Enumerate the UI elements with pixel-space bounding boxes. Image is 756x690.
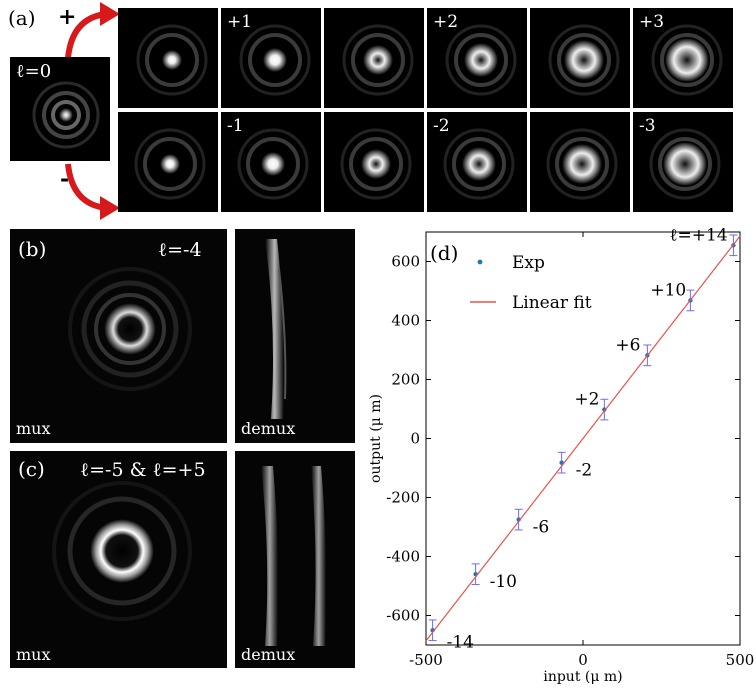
panel-b-mux-label: mux: [16, 419, 51, 438]
beam-image: [443, 128, 515, 200]
panel-b-mux: (b) ℓ=-4 mux: [10, 229, 227, 443]
tile-l-label: +1: [227, 12, 253, 32]
tile-beam: -1: [221, 112, 321, 212]
tile-l0: ℓ=0: [10, 57, 110, 161]
tile-beam: +2: [427, 8, 527, 108]
legend-fit-label: Linear fit: [512, 293, 592, 313]
beam-image: [340, 128, 412, 200]
curved-arrow-up-icon: [65, 2, 120, 59]
beam-image: [445, 24, 517, 96]
x-axis-label: input (μ m): [543, 669, 622, 685]
y-tick-label: -600: [386, 607, 420, 625]
panel-b-l-label: ℓ=-4: [158, 239, 202, 261]
tile-beam: -3: [633, 112, 733, 212]
point-annotation: +6: [615, 335, 640, 355]
panel-a-label: (a): [8, 6, 36, 30]
plus-sign: +: [58, 4, 77, 30]
demux-stripes-image: [261, 466, 327, 646]
fit-line: [425, 235, 741, 642]
tile-l-label: -3: [639, 116, 656, 136]
tile-beam: [530, 112, 630, 212]
legend-exp-label: Exp: [512, 253, 545, 273]
beam-image: [134, 128, 206, 200]
tile-beam: +3: [633, 8, 733, 108]
y-axis-label: output (μ m): [368, 394, 384, 483]
beam-image: [237, 128, 309, 200]
y-tick-label: 0: [410, 430, 420, 448]
y-tick-label: 600: [391, 253, 420, 271]
beam-image: [651, 24, 723, 96]
panel-c-mux: (c) ℓ=-5 & ℓ=+5 mux: [10, 451, 227, 668]
beam-image: [649, 128, 721, 200]
beam-image: [546, 128, 618, 200]
point-annotation: -10: [490, 572, 517, 592]
x-tick-label: 0: [578, 651, 588, 669]
tile-l-label: -2: [433, 116, 450, 136]
beam-image: [342, 24, 414, 96]
panel-c-demux-label: demux: [241, 645, 296, 664]
panel-c-l-label: ℓ=-5 & ℓ=+5: [80, 459, 206, 481]
tile-l-label: +3: [639, 12, 665, 32]
point-annotation: ℓ=+14: [669, 226, 727, 245]
x-tick-label: 500: [726, 651, 755, 669]
tile-l0-label: ℓ=0: [16, 61, 52, 82]
panel-d-chart: -500 0 500 -600 -400 -200 0 200 400 600 input (μ m…: [368, 226, 755, 685]
point-annotation: -14: [447, 632, 474, 652]
donut-beam-image: [68, 267, 192, 391]
beam-image: [136, 24, 208, 96]
tile-beam: +1: [221, 8, 321, 108]
tile-grid: +1 +2 +3 -1 -2 -3: [118, 8, 756, 216]
tile-beam: [118, 8, 218, 108]
demux-stripe-image: [265, 239, 287, 419]
x-tick-label: -500: [409, 651, 443, 669]
panel-b-demux-label: demux: [241, 419, 296, 438]
tile-beam: [324, 112, 424, 212]
minus-sign: -: [60, 166, 70, 192]
y-tick-label: -400: [386, 548, 420, 566]
curved-arrow-down-icon: [65, 163, 120, 220]
tile-l-label: -1: [227, 116, 244, 136]
y-tick-label: -200: [386, 489, 420, 507]
panel-c-label: (c): [18, 457, 45, 481]
beam-image: [32, 81, 100, 149]
point-annotation: +10: [650, 280, 686, 300]
legend-exp-marker: [477, 259, 483, 265]
panel-c-mux-label: mux: [16, 645, 51, 664]
tile-beam: [530, 8, 630, 108]
panel-b-label: (b): [18, 237, 47, 261]
point-annotation: -2: [576, 461, 593, 481]
tile-beam: [118, 112, 218, 212]
data-point: [602, 407, 607, 412]
panel-c-demux: demux: [235, 451, 355, 668]
y-tick-label: 200: [391, 371, 420, 389]
point-annotation: +2: [574, 390, 599, 410]
tile-beam: [324, 8, 424, 108]
tile-beam: -2: [427, 112, 527, 212]
panel-b-demux: demux: [235, 229, 355, 443]
donut-beam-image: [52, 481, 192, 621]
y-tick-label: 400: [391, 312, 420, 330]
tile-l-label: +2: [433, 12, 459, 32]
point-annotation: -6: [533, 518, 550, 538]
beam-image: [548, 24, 620, 96]
panel-d-label: (d): [430, 241, 458, 265]
beam-image: [239, 24, 311, 96]
